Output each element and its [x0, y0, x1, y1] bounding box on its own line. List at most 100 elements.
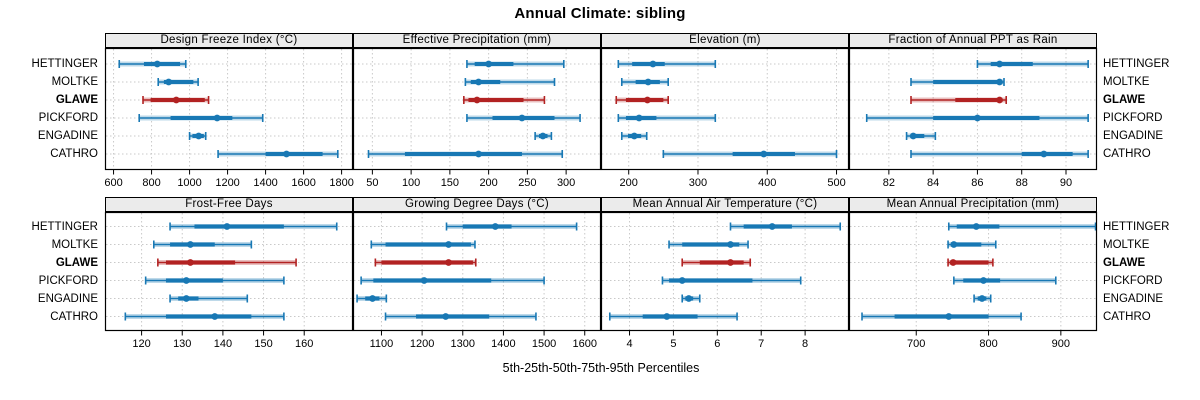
panel-title: Mean Annual Precipitation (mm)	[886, 197, 1060, 210]
station-label-right-moltke-row0: MOLTKE	[1103, 76, 1150, 88]
panel-plot-mean-annual-air-temperature-c: 4 5 6 7 8	[600, 211, 850, 350]
panel-plot-effective-precipitation-mm: 50 100 150 200 250 300	[352, 47, 602, 189]
median-dot	[211, 313, 219, 320]
median-dot	[223, 223, 231, 230]
panel-border	[600, 211, 850, 332]
median-dot	[768, 223, 776, 230]
series-hettinger	[947, 222, 1097, 231]
station-label-left-pickford-row1: PICKFORD	[38, 274, 98, 287]
median-dot	[978, 295, 986, 302]
median-dot	[420, 277, 428, 284]
series-cathro	[367, 150, 564, 158]
median-dot	[949, 259, 957, 266]
series-cathro	[384, 312, 537, 321]
series-cathro	[662, 150, 838, 158]
panel-plot-mean-annual-precipitation-mm: 700 800 900	[848, 211, 1098, 350]
panel-title: Elevation (m)	[689, 33, 761, 46]
panel-border	[104, 47, 354, 171]
panel-strip-frost-free-days: Frost-Free Days	[105, 197, 353, 212]
station-label-left-hettinger-row1: HETTINGER	[31, 220, 98, 233]
series-hettinger	[169, 222, 338, 231]
axis-tick-label: 800	[979, 338, 997, 350]
median-dot	[760, 150, 768, 158]
station-label-left-moltke-row1: MOLTKE	[51, 238, 98, 251]
series-hettinger	[466, 60, 565, 68]
station-label-left-cathro-row0: CATHRO	[50, 148, 98, 160]
chart-title: Annual Climate: sibling	[514, 5, 686, 22]
series-engadine	[681, 294, 701, 303]
median-dot	[1040, 150, 1048, 158]
axis-tick-label: 300	[557, 177, 575, 189]
median-dot	[678, 277, 686, 284]
panel-plot-growing-degree-days-c: 1100 1200 1300 1400 1500 1600	[352, 211, 602, 350]
median-dot	[195, 132, 203, 140]
axis-tick-label: 1000	[177, 177, 201, 189]
axis-tick-label: 86	[971, 177, 983, 189]
series-engadine	[356, 294, 388, 303]
median-dot	[172, 96, 180, 104]
series-cathro	[217, 150, 339, 158]
median-dot	[153, 60, 161, 68]
series-glawe	[374, 258, 477, 267]
series-moltke	[668, 240, 749, 249]
station-label-right-engadine-row1: ENGADINE	[1103, 292, 1164, 305]
panel-border	[848, 211, 1098, 332]
station-label-right-glawe-row1: GLAWE	[1103, 256, 1146, 269]
station-label-right-cathro-row1: CATHRO	[1103, 310, 1151, 323]
median-dot	[663, 313, 671, 320]
median-dot	[213, 114, 221, 122]
series-glawe	[947, 258, 994, 267]
median-dot	[727, 259, 734, 266]
axis-tick-label: 8	[802, 338, 808, 350]
axis-tick-label: 1200	[215, 177, 239, 189]
series-pickford	[661, 276, 802, 285]
axis-tick-label: 1400	[253, 177, 277, 189]
series-pickford	[617, 114, 717, 122]
station-label-right-moltke-row1: MOLTKE	[1103, 238, 1150, 251]
median-dot	[475, 78, 482, 86]
panel-strip-growing-degree-days-c: Growing Degree Days (°C)	[353, 197, 601, 212]
median-dot	[475, 150, 482, 158]
panel-strip-mean-annual-air-temperature-c: Mean Annual Air Temperature (°C)	[601, 197, 849, 212]
series-moltke	[370, 240, 476, 249]
series-pickford	[865, 114, 1089, 122]
x-axis-label: 5th-25th-50th-75th-95th Percentiles	[502, 361, 700, 375]
station-label-right-pickford-row0: PICKFORD	[1103, 112, 1163, 124]
series-hettinger	[617, 60, 717, 68]
panel-border	[352, 47, 602, 171]
median-dot	[980, 277, 987, 284]
series-cathro	[910, 150, 1089, 158]
median-dot	[649, 60, 657, 68]
station-label-right-glawe-row0: GLAWE	[1103, 94, 1146, 106]
median-dot	[186, 241, 194, 248]
axis-tick-label: 88	[1016, 177, 1028, 189]
series-engadine	[169, 294, 249, 303]
series-pickford	[466, 114, 581, 122]
series-glawe	[615, 96, 669, 104]
axis-tick-label: 1300	[451, 338, 475, 350]
panel-strip-elevation-m: Elevation (m)	[601, 33, 849, 48]
median-dot	[442, 313, 450, 320]
station-label-left-glawe-row1: GLAWE	[55, 256, 98, 269]
station-label-right-engadine-row0: ENGADINE	[1103, 130, 1164, 142]
median-dot	[485, 60, 493, 68]
series-pickford	[144, 276, 285, 285]
series-glawe	[142, 96, 210, 104]
station-label-left-moltke-row0: MOLTKE	[51, 76, 98, 88]
series-glawe	[463, 96, 546, 104]
station-label-left-engadine-row0: ENGADINE	[37, 130, 98, 142]
station-label-right-hettinger-row1: HETTINGER	[1103, 220, 1170, 233]
series-engadine	[188, 132, 207, 140]
median-dot	[644, 96, 651, 104]
axis-tick-label: 700	[907, 338, 925, 350]
axis-tick-label: 120	[132, 338, 150, 350]
panel-title: Mean Annual Air Temperature (°C)	[632, 197, 818, 210]
axis-tick-label: 1200	[410, 338, 434, 350]
series-pickford	[360, 276, 545, 285]
axis-tick-label: 1600	[291, 177, 315, 189]
series-cathro	[861, 312, 1022, 321]
axis-tick-label: 150	[254, 338, 272, 350]
station-label-right-hettinger-row0: HETTINGER	[1103, 58, 1170, 70]
panel-plot-fraction-of-annual-ppt-as-rain: 82 84 86 88 90	[848, 47, 1098, 189]
panel-plot-frost-free-days: 120 130 140 150 160	[104, 211, 354, 350]
